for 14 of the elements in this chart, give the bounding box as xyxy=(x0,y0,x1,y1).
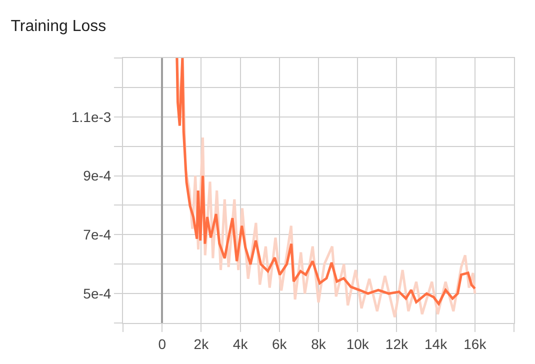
y-tick-label: 1.1e-3 xyxy=(71,108,112,125)
x-tick-label: 0 xyxy=(158,336,166,352)
x-tick-label: 10k xyxy=(346,336,370,352)
y-tick-label: 7e-4 xyxy=(83,226,112,243)
x-tick-label: 4k xyxy=(232,336,249,352)
chart-title: Training Loss xyxy=(10,18,106,36)
y-tick-label: 5e-4 xyxy=(83,285,112,302)
x-tick-label: 12k xyxy=(385,336,409,352)
x-tick-label: 6k xyxy=(272,336,288,352)
x-tick-label: 8k xyxy=(311,336,327,352)
x-tick-label: 16k xyxy=(464,336,488,352)
x-tick-label: 2k xyxy=(194,336,210,352)
y-tick-label: 9e-4 xyxy=(83,168,112,184)
x-tick-label: 14k xyxy=(424,336,448,352)
